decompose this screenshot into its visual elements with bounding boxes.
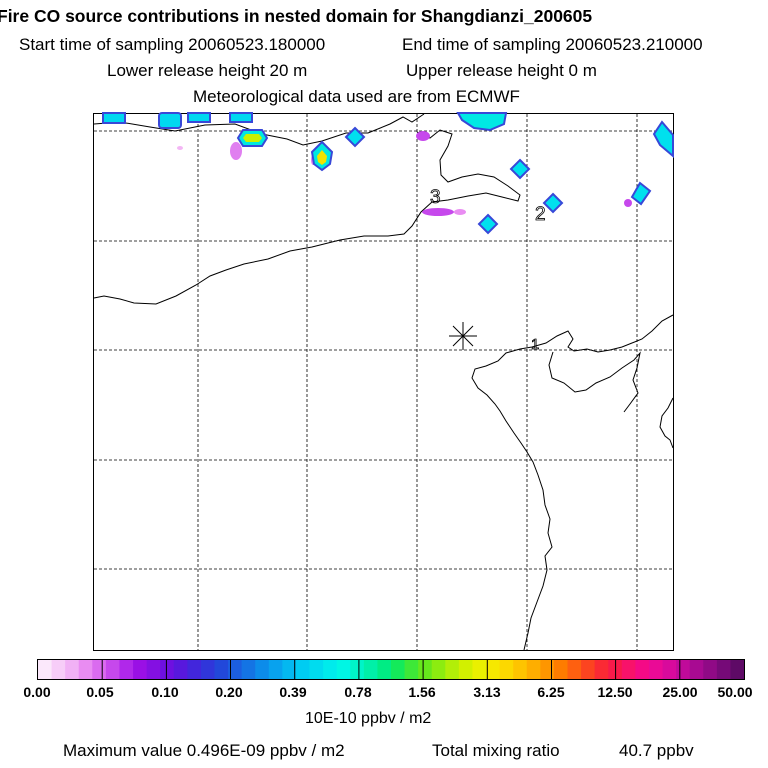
colorbar-cell (404, 660, 419, 679)
colorbar-cell (486, 660, 501, 679)
colorbar-cell (472, 660, 487, 679)
colorbar-cell (526, 660, 541, 679)
fire-source-plumes (102, 112, 674, 235)
label-2: 2 (535, 204, 546, 225)
colorbar-tick: 50.00 (717, 684, 753, 700)
colorbar-cell (716, 660, 731, 679)
colorbar-cell (567, 660, 582, 679)
colorbar-cell (323, 660, 338, 679)
colorbar (38, 660, 745, 679)
colorbar-cell (133, 660, 148, 679)
end-time-label: End time of sampling 20060523.210000 (402, 35, 703, 54)
colorbar-cell (51, 660, 66, 679)
colorbar-cell (200, 660, 215, 679)
colorbar-cell (391, 660, 405, 679)
colorbar-cell (377, 660, 392, 679)
colorbar-cell (581, 660, 596, 679)
colorbar-tick: 1.56 (408, 684, 436, 700)
colorbar-cell (295, 660, 310, 679)
colorbar-unit: 10E-10 ppbv / m2 (305, 710, 432, 727)
colorbar-cell (350, 660, 365, 679)
colorbar-cell (730, 660, 745, 679)
colorbar-cell (146, 660, 161, 679)
colorbar-cell (621, 660, 636, 679)
colorbar-cell (173, 660, 188, 679)
colorbar-tick: 3.13 (473, 684, 501, 700)
colorbar-cell (105, 660, 120, 679)
colorbar-cell (418, 660, 433, 679)
colorbar-cell (513, 660, 528, 679)
colorbar-cell (187, 660, 202, 679)
colorbar-tick: 0.00 (23, 684, 51, 700)
plume-coastal-center (230, 126, 366, 172)
colorbar-cell (363, 660, 378, 679)
start-time-label: Start time of sampling 20060523.180000 (19, 35, 326, 54)
colorbar-cell (119, 660, 134, 679)
maximum-value-label: Maximum value 0.496E-09 ppbv / m2 (63, 741, 345, 760)
colorbar-cell (160, 660, 175, 679)
met-data-label: Meteorological data used are from ECMWF (193, 87, 520, 106)
colorbar-cell (336, 660, 351, 679)
map-title: Fire CO source contributions in nested d… (0, 6, 593, 26)
colorbar-cell (458, 660, 473, 679)
colorbar-frame (37, 659, 745, 680)
colorbar-cell (255, 660, 270, 679)
colorbar-cell (282, 660, 297, 679)
colorbar-cell (594, 660, 609, 679)
colorbar-cell (214, 660, 229, 679)
colorbar-cell (78, 660, 93, 679)
colorbar-cell (241, 660, 256, 679)
colorbar-cell (662, 660, 677, 679)
colorbar-cell (540, 660, 555, 679)
coast-inlet (548, 351, 641, 413)
colorbar-tick: 0.20 (215, 684, 243, 700)
upper-release-label: Upper release height 0 m (406, 61, 597, 80)
coastlines (93, 113, 674, 651)
lower-release-label: Lower release height 20 m (107, 61, 308, 80)
plume-top-left (102, 112, 253, 150)
eastern-coast (471, 314, 674, 651)
colorbar-tick: 0.05 (86, 684, 114, 700)
total-mixing-ratio-label: Total mixing ratio (432, 741, 560, 760)
colorbar-cell (689, 660, 704, 679)
map-labels: 3 2 1 (430, 187, 546, 354)
label-1: 1 (531, 336, 539, 353)
colorbar-tick: 0.10 (151, 684, 179, 700)
colorbar-tick: 6.25 (537, 684, 565, 700)
colorbar-cell (228, 660, 243, 679)
colorbar-dividers (101, 660, 681, 679)
peninsula-coast (93, 129, 521, 305)
island-coast (659, 397, 674, 449)
colorbar-cell (445, 660, 460, 679)
colorbar-cell (703, 660, 718, 679)
colorbar-cell (309, 660, 324, 679)
colorbar-tick: 0.39 (279, 684, 307, 700)
colorbar-cell (676, 660, 691, 679)
colorbar-cell (38, 660, 52, 679)
colorbar-cell (431, 660, 446, 679)
colorbar-tick: 12.50 (597, 684, 633, 700)
plume-top-right (416, 112, 674, 235)
receptor-asterisk-icon (449, 322, 477, 350)
label-3: 3 (430, 187, 441, 208)
map-frame (93, 113, 674, 651)
colorbar-tick: 25.00 (662, 684, 698, 700)
colorbar-cell (268, 660, 283, 679)
colorbar-tick: 0.78 (344, 684, 372, 700)
colorbar-cell (553, 660, 568, 679)
colorbar-cell (65, 660, 80, 679)
colorbar-cell (648, 660, 663, 679)
colorbar-cell (635, 660, 650, 679)
total-mixing-ratio-value: 40.7 ppbv (619, 741, 694, 760)
colorbar-cell (499, 660, 514, 679)
colorbar-cell (92, 660, 107, 679)
map-grid (94, 114, 673, 650)
